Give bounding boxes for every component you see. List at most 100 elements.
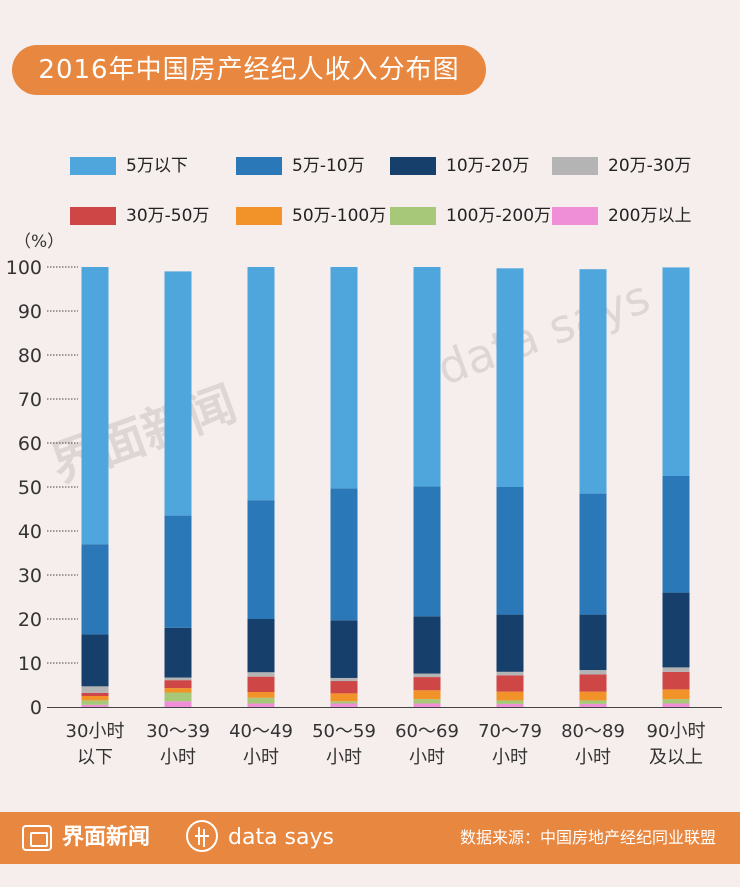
x-tick-label: 80～89	[561, 721, 625, 742]
legend-label: 50万-100万	[292, 206, 387, 226]
bar-segment	[662, 476, 690, 593]
x-tick-label: 40～49	[229, 721, 293, 742]
footer-brand: 界面新闻	[62, 825, 151, 850]
bar-segment	[662, 592, 690, 668]
bar-segment	[413, 703, 441, 707]
y-tick-label: 0	[30, 697, 42, 719]
bar-segment	[330, 693, 358, 702]
bar-segment	[496, 268, 524, 487]
x-tick-label: 50～59	[312, 721, 376, 742]
y-tick-label: 20	[18, 609, 42, 631]
legend-swatch	[552, 207, 598, 225]
bar-segment	[579, 493, 607, 615]
bar-segment	[330, 267, 358, 489]
bar-segment	[247, 692, 275, 698]
bar-segment	[662, 667, 690, 672]
bar-segment	[579, 691, 607, 701]
y-tick-label: 90	[18, 301, 42, 323]
bar-segment	[330, 488, 358, 621]
bar-segment	[413, 677, 441, 691]
bar-segment	[330, 677, 358, 682]
bar-segment	[496, 671, 524, 676]
bar-segment	[164, 701, 192, 707]
legend-label: 5万-10万	[292, 156, 365, 176]
bar-segment	[662, 699, 690, 704]
legend-swatch	[236, 207, 282, 225]
bar-segment	[247, 267, 275, 501]
bar-segment	[81, 696, 109, 701]
footer-datasays: data says	[228, 825, 334, 850]
bar-segment	[579, 674, 607, 692]
bar-segment	[413, 616, 441, 674]
bar-segment	[164, 688, 192, 693]
x-tick-label: 以下	[77, 747, 113, 768]
legend-swatch	[390, 157, 436, 175]
y-tick-label: 60	[18, 433, 42, 455]
bar-segment	[496, 614, 524, 672]
bar-segment	[164, 271, 192, 516]
bar-segment	[81, 634, 109, 687]
bar-segment	[247, 676, 275, 693]
bar-segment	[496, 487, 524, 615]
bar-segment	[579, 269, 607, 494]
y-tick-label: 80	[18, 345, 42, 367]
legend-label: 20万-30万	[608, 156, 692, 176]
bar-segment	[496, 703, 524, 707]
bar-segment	[662, 267, 690, 476]
bar-segment	[579, 670, 607, 675]
bar-segment	[413, 699, 441, 704]
datasays-logo-icon	[186, 820, 218, 852]
bar-segment	[81, 686, 109, 693]
bar-segment	[330, 681, 358, 694]
bar-segment	[164, 627, 192, 678]
x-tick-label: 60～69	[395, 721, 459, 742]
bar-segment	[247, 500, 275, 619]
y-axis-unit: （%）	[14, 232, 64, 252]
legend-label: 30万-50万	[126, 206, 210, 226]
bar-segment	[579, 703, 607, 707]
x-tick-label: 70～79	[478, 721, 542, 742]
x-tick-label: 30小时	[66, 721, 125, 742]
bar-segment	[247, 703, 275, 707]
bar-segment	[81, 544, 109, 635]
x-tick-label: 小时	[160, 747, 196, 768]
bar-segment	[496, 700, 524, 704]
y-tick-label: 100	[6, 257, 42, 279]
jiemian-logo-icon	[22, 825, 52, 851]
x-tick-label: 90小时	[647, 721, 706, 742]
chart-title: 2016年中国房产经纪人收入分布图	[12, 45, 486, 95]
bar-segment	[496, 691, 524, 701]
bar-segment	[164, 515, 192, 628]
bar-segment	[81, 704, 109, 707]
x-tick-label: 小时	[326, 747, 362, 768]
legend-label: 10万-20万	[446, 156, 530, 176]
bar-segment	[164, 692, 192, 702]
x-tick-label: 小时	[492, 747, 528, 768]
legend-swatch	[390, 207, 436, 225]
y-tick-label: 50	[18, 477, 42, 499]
bar-segment	[164, 677, 192, 681]
y-tick-label: 30	[18, 565, 42, 587]
y-tick-label: 10	[18, 653, 42, 675]
bar-segment	[330, 701, 358, 704]
footer: 界面新闻 data says 数据来源：中国房地产经纪同业联盟	[0, 812, 740, 864]
bar-segment	[413, 690, 441, 700]
stacked-bar-chart: （%） 0 10 20 30 40 50 60 70 80 90 100 30小时 以下 30～39 小时 40…	[0, 225, 740, 785]
bar-segment	[413, 486, 441, 617]
legend-label: 100万-200万	[446, 206, 552, 226]
bar-segment	[579, 614, 607, 671]
bar-segment	[330, 620, 358, 678]
y-tick-label: 40	[18, 521, 42, 543]
bar-segment	[81, 700, 109, 705]
bar-segment	[579, 700, 607, 704]
data-source: 数据来源：中国房地产经纪同业联盟	[459, 828, 716, 847]
bar-segment	[81, 267, 109, 545]
legend-swatch	[236, 157, 282, 175]
bar-segment	[413, 673, 441, 678]
bar-segment	[413, 267, 441, 487]
x-tick-label: 小时	[575, 747, 611, 768]
bar-segment	[662, 689, 690, 700]
x-tick-label: 小时	[243, 747, 279, 768]
bar-segment	[496, 675, 524, 692]
